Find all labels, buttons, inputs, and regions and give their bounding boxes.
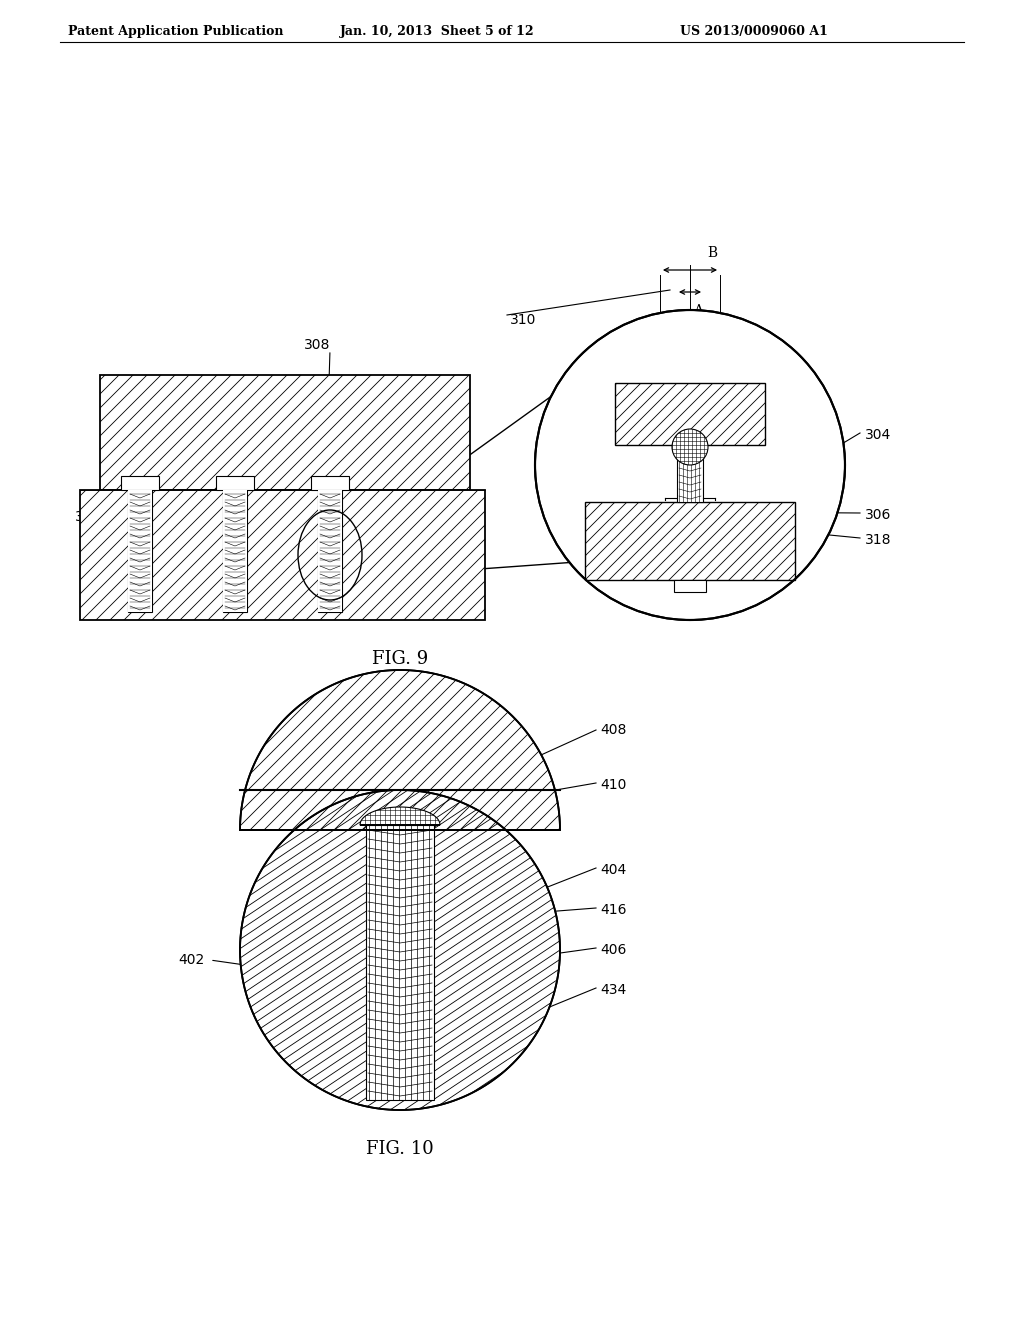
Text: 404: 404	[600, 863, 627, 876]
Text: 434: 434	[600, 983, 627, 997]
Bar	[674, 579, 706, 591]
Polygon shape	[240, 671, 560, 830]
Polygon shape	[318, 490, 342, 612]
Polygon shape	[240, 789, 560, 1110]
Text: Patent Application Publication: Patent Application Publication	[68, 25, 284, 38]
Polygon shape	[223, 490, 247, 612]
Bar	[216, 477, 254, 490]
Text: 302: 302	[75, 510, 101, 524]
Text: 318: 318	[865, 533, 892, 546]
Text: 402: 402	[179, 953, 205, 968]
Text: 408: 408	[600, 723, 627, 737]
Bar	[311, 477, 349, 490]
Polygon shape	[366, 825, 434, 1100]
Text: 410: 410	[600, 777, 627, 792]
Polygon shape	[80, 490, 485, 620]
Text: 304: 304	[865, 428, 891, 442]
Polygon shape	[223, 490, 247, 612]
Polygon shape	[585, 502, 795, 579]
Text: B: B	[707, 246, 717, 260]
Polygon shape	[128, 490, 152, 612]
Text: 306: 306	[865, 508, 891, 521]
Text: FIG. 9: FIG. 9	[372, 649, 428, 668]
Text: US 2013/0009060 A1: US 2013/0009060 A1	[680, 25, 827, 38]
Circle shape	[672, 429, 708, 465]
Text: 310: 310	[510, 313, 537, 327]
Text: FIG. 10: FIG. 10	[367, 1140, 434, 1158]
Circle shape	[535, 310, 845, 620]
Text: 406: 406	[600, 942, 627, 957]
Polygon shape	[318, 490, 342, 612]
Polygon shape	[360, 807, 440, 825]
Text: A: A	[693, 304, 703, 318]
Text: 416: 416	[600, 903, 627, 917]
Text: 308: 308	[304, 338, 330, 352]
Bar	[121, 477, 159, 490]
Text: 316: 316	[430, 593, 457, 607]
Polygon shape	[677, 445, 703, 502]
Polygon shape	[100, 375, 470, 490]
Polygon shape	[615, 383, 765, 445]
Text: Jan. 10, 2013  Sheet 5 of 12: Jan. 10, 2013 Sheet 5 of 12	[340, 25, 535, 38]
Polygon shape	[128, 490, 152, 612]
